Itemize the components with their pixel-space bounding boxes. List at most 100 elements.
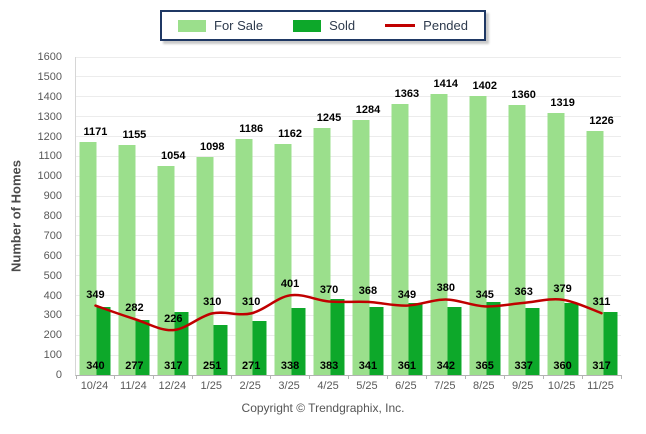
pended-value-label: 401: [280, 278, 300, 291]
legend-label: For Sale: [214, 18, 264, 33]
sold-bar: [603, 312, 618, 375]
bar-group: 1054 317: [154, 57, 193, 375]
gridline: [76, 334, 621, 336]
legend-item-for-sale: For Sale: [178, 18, 263, 33]
bar-group: 1162 338: [271, 57, 310, 375]
legend-item-sold: Sold: [293, 18, 355, 33]
pended-value-label: 349: [397, 288, 417, 301]
sold-value-label: 340: [86, 360, 105, 372]
x-axis-tick-label: 5/25: [356, 380, 378, 392]
for-sale-value-label: 1284: [355, 103, 381, 116]
sold-bar: [447, 307, 462, 375]
y-axis-tick-label: 600: [43, 249, 62, 262]
for-sale-bar: [235, 139, 253, 375]
for-sale-value-label: 1360: [511, 88, 536, 101]
for-sale-bar: [157, 165, 175, 375]
bar-group: 1245 383: [310, 57, 349, 375]
y-axis-tick-label: 1300: [37, 110, 62, 123]
gridline: [76, 136, 621, 137]
x-axis-tick-label: 11/24: [120, 380, 147, 392]
gridline: [76, 215, 621, 217]
bar-group: 1363 361: [387, 57, 426, 375]
sold-bar: [330, 298, 345, 375]
bar-group: 1098 251: [193, 57, 232, 375]
y-axis-tick-label: 700: [43, 229, 62, 242]
chart-legend: For Sale Sold Pended: [160, 10, 486, 41]
legend-bar-swatch-icon: [293, 19, 322, 32]
pended-value-label: 380: [436, 282, 455, 295]
y-axis-tick-label: 200: [43, 329, 62, 342]
pended-value-label: 368: [358, 284, 378, 297]
for-sale-value-label: 1226: [589, 115, 614, 128]
pended-value-label: 282: [125, 301, 144, 314]
gridline: [76, 155, 621, 157]
sold-value-label: 251: [203, 360, 222, 372]
pended-value-label: 379: [553, 282, 572, 295]
x-axis-tick-mark: [114, 375, 116, 379]
for-sale-bar: [352, 119, 370, 375]
sold-value-label: 341: [358, 360, 378, 372]
legend-line-swatch-icon: [385, 24, 416, 27]
x-axis-tick-label: 12/24: [158, 380, 187, 392]
bar-group: 1171 340: [76, 57, 115, 375]
for-sale-value-label: 1414: [433, 77, 459, 90]
for-sale-value-label: 1155: [122, 129, 147, 142]
y-axis-tick-label: 500: [43, 269, 62, 282]
legend-label: Pended: [423, 18, 468, 33]
sold-bar: [291, 307, 306, 375]
sold-bar: [369, 307, 384, 375]
x-axis-tick-label: 8/25: [473, 380, 495, 392]
sold-bar: [564, 303, 579, 375]
gridline: [76, 314, 621, 316]
bar-group: 1284 341: [349, 57, 388, 375]
for-sale-bar: [391, 104, 409, 375]
sold-bar: [135, 319, 150, 375]
x-axis-tick-label: 10/25: [547, 380, 576, 392]
sold-value-label: 360: [553, 360, 572, 372]
y-axis-tick-label: 1500: [37, 70, 62, 83]
x-axis-tick-mark: [620, 375, 622, 379]
for-sale-bar: [313, 127, 331, 375]
legend-label: Sold: [329, 18, 356, 33]
gridline: [76, 116, 621, 118]
sold-value-label: 342: [436, 360, 455, 372]
sold-value-label: 365: [475, 360, 494, 372]
sold-bar: [525, 308, 540, 375]
pended-value-label: 370: [319, 284, 339, 297]
x-axis-tick-label: 4/25: [317, 380, 339, 392]
x-axis-tick-label: 9/25: [511, 380, 534, 392]
x-axis-tick-mark: [348, 375, 349, 379]
for-sale-value-label: 1402: [472, 80, 497, 93]
x-axis-tick-mark: [309, 375, 311, 379]
x-axis-tick-label: 11/25: [587, 380, 614, 392]
for-sale-value-label: 1162: [278, 128, 303, 141]
y-axis-tick-label: 1000: [37, 170, 62, 183]
y-axis-tick-label: 1200: [37, 130, 62, 143]
for-sale-value-label: 1171: [83, 126, 108, 139]
for-sale-bar: [79, 142, 97, 375]
sold-bar: [174, 312, 189, 375]
gridline: [76, 175, 621, 177]
x-axis-tick-label: 1/25: [200, 380, 222, 392]
y-axis-tick-label: 300: [43, 309, 62, 322]
pended-value-label: 363: [514, 285, 533, 298]
gridline: [76, 195, 621, 197]
for-sale-value-label: 1098: [199, 140, 225, 153]
gridline: [76, 295, 621, 296]
x-axis-tick-label: 3/25: [278, 380, 300, 392]
sold-bar: [486, 302, 501, 375]
for-sale-value-label: 1319: [550, 96, 575, 109]
sold-value-label: 338: [280, 360, 300, 372]
pended-line: [94, 293, 603, 332]
sold-value-label: 383: [319, 360, 339, 372]
y-axis-tick-label: 1400: [37, 90, 62, 103]
for-sale-value-label: 1245: [316, 111, 342, 124]
gridline: [76, 76, 621, 78]
bar-group: 1414 342: [426, 57, 465, 375]
y-axis-tick-label: 1100: [38, 150, 62, 163]
pended-value-label: 311: [592, 296, 611, 309]
for-sale-bar: [586, 131, 604, 375]
sold-value-label: 271: [241, 360, 261, 372]
x-axis-tick-label: 2/25: [239, 380, 261, 392]
